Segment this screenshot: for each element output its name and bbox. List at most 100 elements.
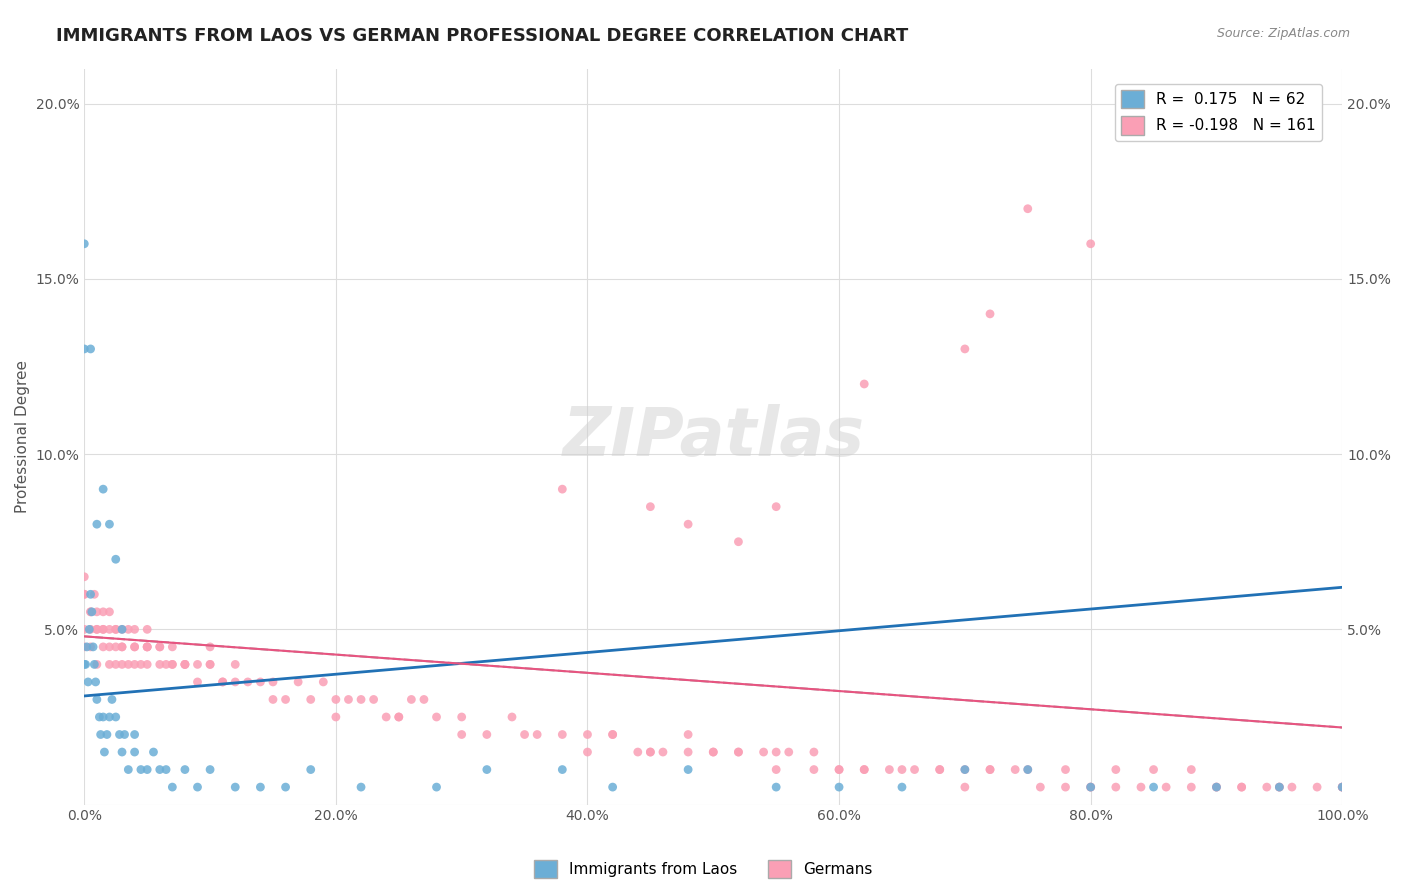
Point [1054, 763, 1077, 777]
Point [526, 727, 548, 741]
Point [136, 640, 159, 654]
Point [111, 745, 134, 759]
Point [350, 780, 373, 794]
Text: IMMIGRANTS FROM LAOS VS GERMAN PROFESSIONAL DEGREE CORRELATION CHART: IMMIGRANTS FROM LAOS VS GERMAN PROFESSIO… [56, 27, 908, 45]
Point [979, 763, 1001, 777]
Point [84, 675, 107, 690]
Point [142, 745, 165, 759]
Point [155, 763, 177, 777]
Point [174, 763, 197, 777]
Point [1054, 780, 1077, 794]
Point [91, 623, 114, 637]
Point [129, 763, 152, 777]
Point [1142, 780, 1164, 794]
Point [828, 763, 851, 777]
Point [73, 570, 96, 584]
Point [676, 727, 699, 741]
Point [1205, 780, 1227, 794]
Point [155, 657, 177, 672]
Point [262, 692, 284, 706]
Point [83, 657, 105, 672]
Point [299, 692, 322, 706]
Point [89, 710, 111, 724]
Point [1142, 763, 1164, 777]
Point [350, 692, 373, 706]
Point [111, 623, 134, 637]
Point [388, 710, 411, 724]
Point [174, 657, 197, 672]
Point [425, 710, 447, 724]
Point [136, 763, 159, 777]
Point [1331, 780, 1354, 794]
Point [1256, 780, 1278, 794]
Point [803, 745, 825, 759]
Point [765, 780, 787, 794]
Point [79, 623, 101, 637]
Point [640, 745, 662, 759]
Point [198, 763, 221, 777]
Point [979, 763, 1001, 777]
Point [86, 657, 108, 672]
Point [73, 640, 96, 654]
Point [98, 640, 121, 654]
Point [287, 675, 309, 690]
Point [90, 727, 112, 741]
Point [1331, 780, 1354, 794]
Text: Source: ZipAtlas.com: Source: ZipAtlas.com [1216, 27, 1350, 40]
Point [98, 605, 121, 619]
Point [475, 727, 498, 741]
Point [117, 657, 139, 672]
Point [640, 745, 662, 759]
Point [891, 780, 914, 794]
Point [363, 692, 385, 706]
Point [727, 534, 749, 549]
Point [1154, 780, 1177, 794]
Point [299, 763, 322, 777]
Point [136, 640, 159, 654]
Point [91, 640, 114, 654]
Point [501, 710, 523, 724]
Point [186, 657, 208, 672]
Point [79, 605, 101, 619]
Point [513, 727, 536, 741]
Point [475, 763, 498, 777]
Point [627, 745, 650, 759]
Point [1080, 236, 1102, 251]
Point [80, 605, 103, 619]
Point [853, 376, 876, 391]
Point [186, 780, 208, 794]
Point [86, 623, 108, 637]
Point [337, 692, 360, 706]
Point [111, 657, 134, 672]
Point [224, 780, 246, 794]
Point [312, 675, 335, 690]
Point [149, 763, 172, 777]
Point [676, 745, 699, 759]
Point [174, 657, 197, 672]
Point [79, 605, 101, 619]
Point [198, 657, 221, 672]
Point [186, 675, 208, 690]
Point [551, 482, 574, 496]
Point [576, 727, 599, 741]
Point [1029, 780, 1052, 794]
Point [162, 780, 184, 794]
Point [91, 710, 114, 724]
Point [224, 675, 246, 690]
Point [274, 692, 297, 706]
Point [953, 763, 976, 777]
Point [1080, 780, 1102, 794]
Point [1205, 780, 1227, 794]
Point [853, 763, 876, 777]
Point [249, 675, 271, 690]
Point [450, 727, 472, 741]
Point [828, 780, 851, 794]
Point [652, 745, 675, 759]
Point [104, 640, 127, 654]
Point [375, 710, 398, 724]
Point [86, 692, 108, 706]
Point [73, 587, 96, 601]
Point [124, 657, 146, 672]
Point [576, 745, 599, 759]
Point [450, 710, 472, 724]
